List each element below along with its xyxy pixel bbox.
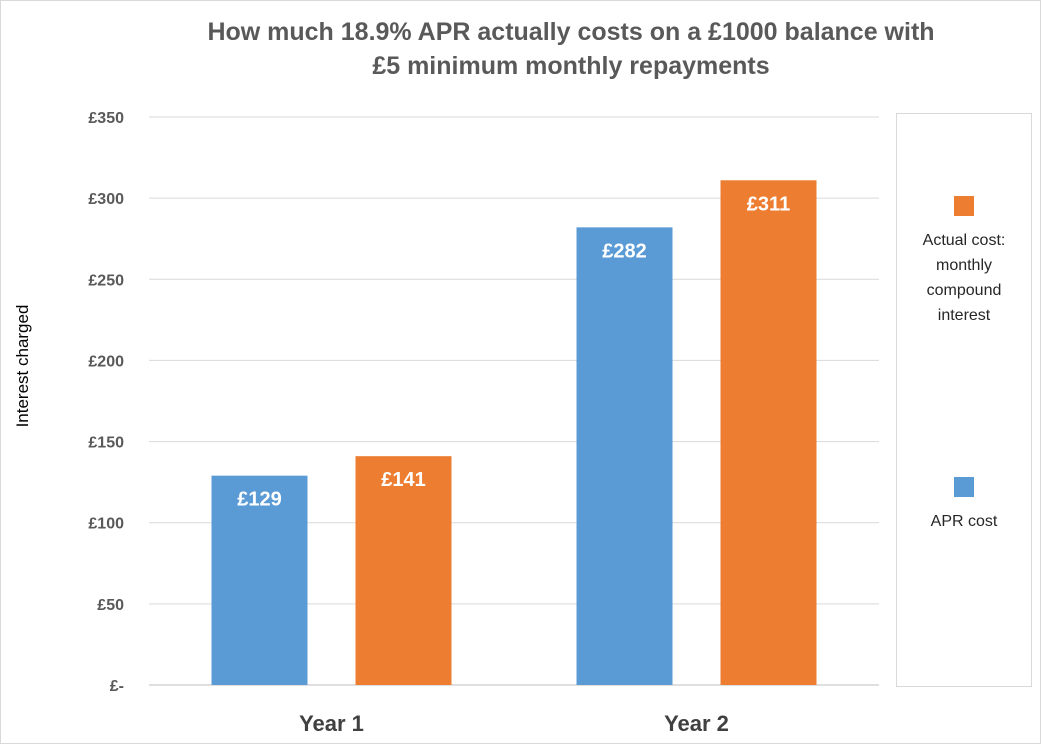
data-label: £141 bbox=[381, 469, 426, 491]
y-tick-label: £- bbox=[110, 678, 124, 695]
y-tick-label: £100 bbox=[88, 516, 124, 533]
y-tick-label: £250 bbox=[88, 272, 124, 289]
legend-swatch bbox=[954, 196, 974, 216]
chart-title: How much 18.9% APR actually costs on a £… bbox=[151, 15, 991, 83]
bar bbox=[576, 227, 673, 685]
legend-label: Actual cost: monthly compound interest bbox=[922, 232, 1006, 324]
chart-legend: Actual cost: monthly compound interest AP… bbox=[896, 113, 1032, 687]
chart-title-line-2: £5 minimum monthly repayments bbox=[372, 52, 770, 80]
y-tick-label: £200 bbox=[88, 353, 124, 370]
y-tick-label: £300 bbox=[88, 191, 124, 208]
y-tick-label: £50 bbox=[97, 597, 124, 614]
y-tick-label: £150 bbox=[88, 435, 124, 452]
legend-swatch bbox=[954, 477, 974, 497]
chart-title-line-1: How much 18.9% APR actually costs on a £… bbox=[207, 18, 935, 46]
bar bbox=[211, 475, 308, 685]
data-label: £311 bbox=[747, 193, 790, 215]
x-tick-label: Year 2 bbox=[664, 711, 729, 736]
x-tick-label: Year 1 bbox=[299, 711, 364, 736]
legend-label: APR cost bbox=[930, 513, 998, 530]
data-label: £282 bbox=[602, 240, 647, 262]
y-tick-label: £350 bbox=[88, 110, 124, 127]
data-label: £129 bbox=[237, 489, 282, 511]
bar bbox=[355, 456, 452, 685]
legend-item: APR cost bbox=[897, 477, 1031, 534]
bar bbox=[720, 180, 817, 685]
legend-item: Actual cost: monthly compound interest bbox=[897, 196, 1031, 328]
